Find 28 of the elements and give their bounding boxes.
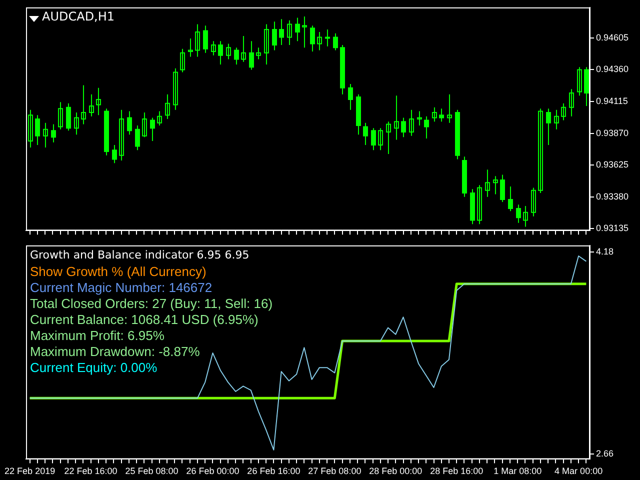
x-tick-label: 22 Feb 2019 bbox=[4, 466, 56, 476]
x-tick-label: 26 Feb 16:00 bbox=[247, 466, 300, 476]
x-tick-label: 22 Feb 16:00 bbox=[64, 466, 118, 476]
chart-title: Growth and Balance indicator 6.95 6.95 bbox=[30, 248, 250, 262]
x-tick-label: 1 Mar 08:00 bbox=[494, 466, 542, 476]
y-tick-label: 0.94605 bbox=[596, 32, 629, 42]
y-tick-label: 0.93625 bbox=[596, 160, 629, 170]
y-tick-label: 2.66 bbox=[596, 448, 614, 458]
x-tick-label: 25 Feb 08:00 bbox=[125, 466, 178, 476]
annotation: Maximum Drawdown: -8.87% bbox=[30, 344, 200, 359]
annotation: Current Magic Number: 146672 bbox=[30, 280, 212, 295]
annotation: Show Growth % (All Currency) bbox=[30, 264, 206, 279]
x-tick-label: 26 Feb 00:00 bbox=[186, 466, 240, 476]
chart-title: AUDCAD,H1 bbox=[42, 10, 115, 24]
y-tick-label: 0.93380 bbox=[596, 191, 629, 202]
annotation: Current Equity: 0.00% bbox=[30, 360, 158, 375]
annotation: Total Closed Orders: 27 (Buy: 11, Sell: 16) bbox=[30, 296, 273, 311]
x-tick-label: 28 Feb 16:00 bbox=[430, 466, 484, 476]
y-tick-label: 4.18 bbox=[596, 246, 614, 257]
y-tick-label: 0.94115 bbox=[596, 96, 628, 106]
x-tick-label: 27 Feb 08:00 bbox=[308, 466, 362, 476]
x-tick-label: 28 Feb 00:00 bbox=[369, 466, 422, 476]
y-tick-label: 0.93870 bbox=[596, 128, 629, 138]
annotation: Current Balance: 1068.41 USD (6.95%) bbox=[30, 312, 258, 327]
x-tick-label: 4 Mar 00:00 bbox=[554, 466, 603, 476]
y-tick-label: 0.93135 bbox=[596, 223, 629, 234]
y-tick-label: 0.94360 bbox=[596, 64, 629, 74]
annotation: Maximum Profit: 6.95% bbox=[30, 328, 165, 343]
